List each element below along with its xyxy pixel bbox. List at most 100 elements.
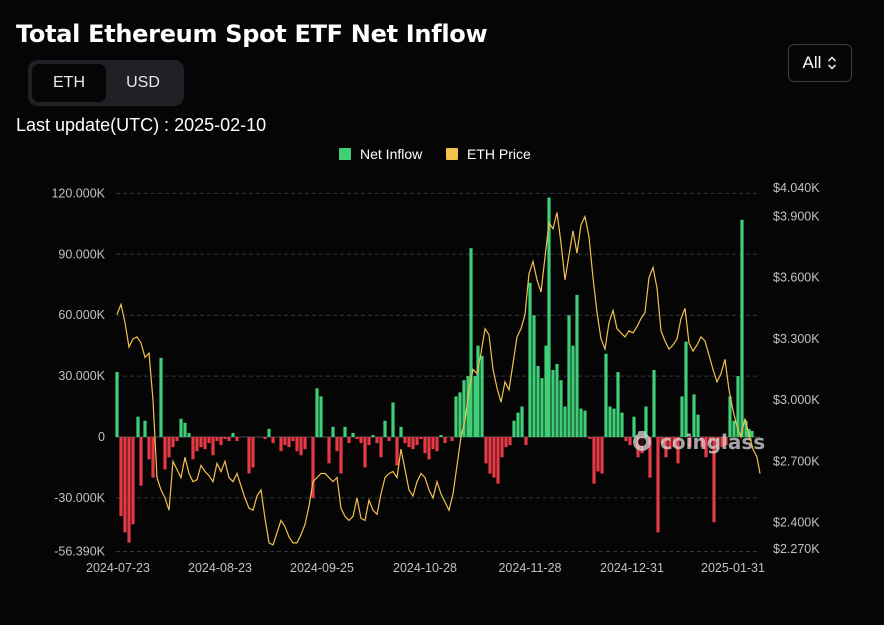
net-inflow-bar[interactable] xyxy=(740,219,744,437)
net-inflow-bar[interactable] xyxy=(644,406,648,437)
net-inflow-bar[interactable] xyxy=(532,315,536,437)
net-inflow-bar[interactable] xyxy=(528,282,532,437)
net-inflow-bar[interactable] xyxy=(473,376,477,437)
net-inflow-bar[interactable] xyxy=(596,437,600,472)
net-inflow-bar[interactable] xyxy=(488,437,492,474)
net-inflow-bar[interactable] xyxy=(251,437,255,468)
net-inflow-bar[interactable] xyxy=(536,365,540,437)
net-inflow-bar[interactable] xyxy=(575,294,579,437)
legend-swatch-eth-price[interactable] xyxy=(446,148,458,160)
net-inflow-bar[interactable] xyxy=(551,370,555,437)
net-inflow-bar[interactable] xyxy=(403,437,407,444)
net-inflow-bar[interactable] xyxy=(139,437,143,486)
net-inflow-bar[interactable] xyxy=(136,416,140,437)
net-inflow-bar[interactable] xyxy=(544,345,548,437)
net-inflow-bar[interactable] xyxy=(191,437,195,460)
net-inflow-bar[interactable] xyxy=(295,437,299,452)
net-inflow-bar[interactable] xyxy=(151,437,155,478)
net-inflow-bar[interactable] xyxy=(427,437,431,460)
net-inflow-bar[interactable] xyxy=(732,420,736,437)
net-inflow-bar[interactable] xyxy=(443,437,447,444)
net-inflow-bar[interactable] xyxy=(750,430,754,437)
net-inflow-bar[interactable] xyxy=(588,437,592,440)
net-inflow-bar[interactable] xyxy=(480,355,484,437)
net-inflow-bar[interactable] xyxy=(383,420,387,437)
net-inflow-bar[interactable] xyxy=(620,412,624,437)
net-inflow-bar[interactable] xyxy=(283,437,287,446)
net-inflow-bar[interactable] xyxy=(271,437,275,444)
net-inflow-bar[interactable] xyxy=(183,422,187,437)
net-inflow-bar[interactable] xyxy=(351,432,355,437)
net-inflow-bar[interactable] xyxy=(227,437,231,442)
net-inflow-bar[interactable] xyxy=(608,406,612,437)
legend-swatch-net-inflow[interactable] xyxy=(339,148,351,160)
net-inflow-bar[interactable] xyxy=(579,408,583,437)
net-inflow-bar[interactable] xyxy=(547,197,551,437)
net-inflow-bar[interactable] xyxy=(496,437,500,484)
net-inflow-bar[interactable] xyxy=(458,392,462,437)
net-inflow-bar[interactable] xyxy=(664,437,668,458)
net-inflow-bar[interactable] xyxy=(195,437,199,452)
net-inflow-bar[interactable] xyxy=(712,437,716,523)
net-inflow-bar[interactable] xyxy=(159,357,163,437)
net-inflow-bar[interactable] xyxy=(399,426,403,437)
net-inflow-bar[interactable] xyxy=(387,437,391,442)
net-inflow-bar[interactable] xyxy=(303,437,307,450)
net-inflow-bar[interactable] xyxy=(379,437,383,458)
net-inflow-bar[interactable] xyxy=(462,380,466,437)
net-inflow-bar[interactable] xyxy=(466,376,470,437)
net-inflow-bar[interactable] xyxy=(571,345,575,437)
net-inflow-bar[interactable] xyxy=(696,414,700,437)
unit-option-eth[interactable]: ETH xyxy=(32,64,106,102)
net-inflow-bar[interactable] xyxy=(439,434,443,437)
net-inflow-bar[interactable] xyxy=(187,432,191,437)
net-inflow-bar[interactable] xyxy=(492,437,496,478)
net-inflow-bar[interactable] xyxy=(123,437,127,533)
net-inflow-bar[interactable] xyxy=(207,437,211,444)
net-inflow-bar[interactable] xyxy=(700,437,704,448)
net-inflow-bar[interactable] xyxy=(335,437,339,452)
net-inflow-bar[interactable] xyxy=(299,437,303,456)
net-inflow-bar[interactable] xyxy=(583,410,587,437)
net-inflow-bar[interactable] xyxy=(450,437,454,442)
net-inflow-bar[interactable] xyxy=(371,434,375,437)
net-inflow-bar[interactable] xyxy=(540,378,544,437)
net-inflow-bar[interactable] xyxy=(512,420,516,437)
net-inflow-bar[interactable] xyxy=(628,437,632,446)
net-inflow-bar[interactable] xyxy=(279,437,283,452)
net-inflow-bar[interactable] xyxy=(476,345,480,437)
net-inflow-bar[interactable] xyxy=(143,420,147,437)
net-inflow-bar[interactable] xyxy=(131,437,135,525)
net-inflow-bar[interactable] xyxy=(391,402,395,437)
net-inflow-bar[interactable] xyxy=(720,437,724,448)
net-inflow-bar[interactable] xyxy=(672,437,676,448)
net-inflow-bar[interactable] xyxy=(355,437,359,440)
net-inflow-bar[interactable] xyxy=(688,437,692,448)
net-inflow-bar[interactable] xyxy=(327,437,331,464)
net-inflow-bar[interactable] xyxy=(127,437,131,543)
net-inflow-bar[interactable] xyxy=(211,437,215,456)
net-inflow-bar[interactable] xyxy=(215,437,219,442)
net-inflow-bar[interactable] xyxy=(311,437,315,498)
net-inflow-bar[interactable] xyxy=(592,437,596,484)
net-inflow-bar[interactable] xyxy=(676,437,680,464)
net-inflow-bar[interactable] xyxy=(724,437,728,446)
net-inflow-bar[interactable] xyxy=(339,437,343,474)
net-inflow-bar[interactable] xyxy=(367,437,371,446)
net-inflow-bar[interactable] xyxy=(411,437,415,450)
net-inflow-bar[interactable] xyxy=(199,437,203,448)
net-inflow-bar[interactable] xyxy=(315,388,319,437)
net-inflow-bar[interactable] xyxy=(624,437,628,442)
net-inflow-bar[interactable] xyxy=(247,437,251,474)
net-inflow-bar[interactable] xyxy=(563,406,567,437)
net-inflow-bar[interactable] xyxy=(656,437,660,533)
net-inflow-bar[interactable] xyxy=(520,406,524,437)
net-inflow-bar[interactable] xyxy=(524,437,528,446)
range-select[interactable]: All xyxy=(788,44,852,82)
net-inflow-bar[interactable] xyxy=(567,315,571,437)
net-inflow-bar[interactable] xyxy=(343,426,347,437)
net-inflow-bar[interactable] xyxy=(263,437,267,440)
net-inflow-bar[interactable] xyxy=(648,437,652,478)
net-inflow-bar[interactable] xyxy=(600,437,604,474)
net-inflow-bar[interactable] xyxy=(680,396,684,437)
